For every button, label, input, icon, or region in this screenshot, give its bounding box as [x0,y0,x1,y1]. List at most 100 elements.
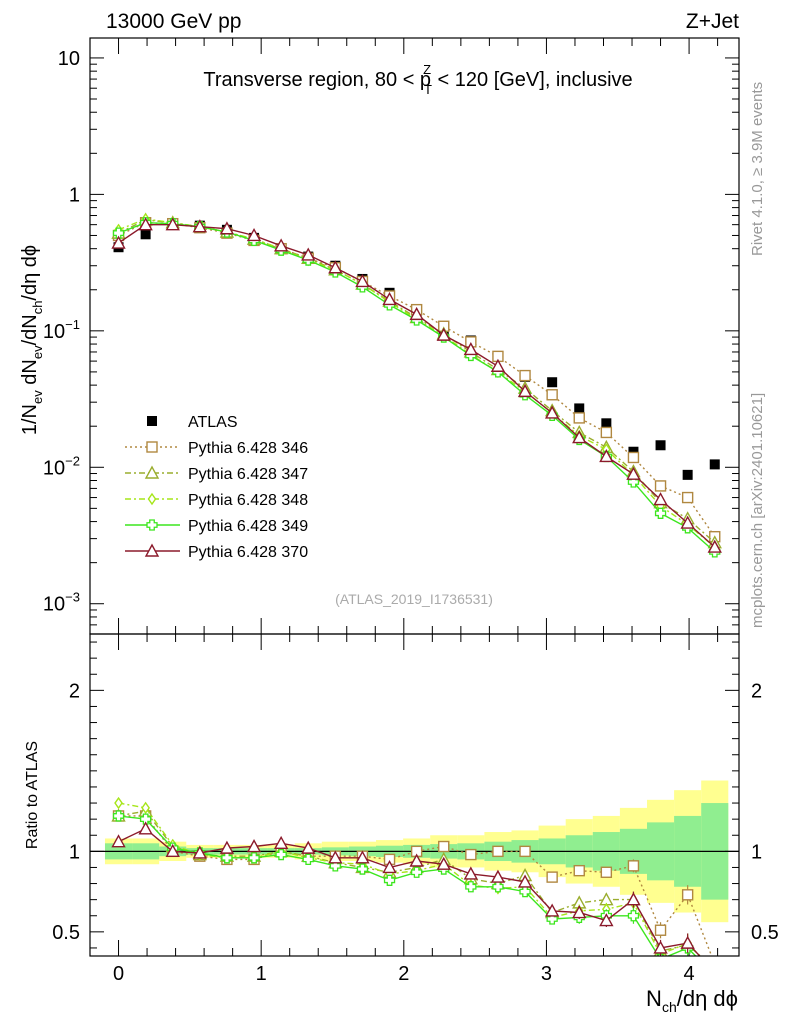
ylabel-b-sub: ev [30,345,45,359]
legend-marker [147,416,157,426]
ratio-point [654,924,667,936]
ratio-ytick-label: 2 [69,680,80,702]
ratio-point [302,853,314,866]
data-point [382,291,397,306]
legend-item: Pythia 6.428 347 [125,465,308,483]
plot-title: Transverse region, 80 < pZ T < 120 [GeV],… [203,62,632,97]
ratio-point [711,967,718,977]
ratio-point [114,796,123,810]
ratio-series-layer [111,796,720,980]
legend-label: Pythia 6.428 348 [188,492,308,509]
legend-label: ATLAS [188,414,238,431]
ratio-point [111,834,126,848]
data-point [219,221,235,235]
data-point [355,274,370,288]
data-point [165,217,180,231]
xlabel-b: /dη dϕ [677,986,738,1011]
legend-item: Pythia 6.428 349 [125,518,308,535]
ratio-point [356,863,369,875]
ratio-point [248,852,260,864]
main-ytick-exp: −1 [65,317,80,332]
ratio-point [383,874,396,886]
data-point [140,229,151,240]
ratio-point [680,935,695,949]
data-point [547,377,558,388]
series-line [118,221,716,538]
ratio-xtick-label: 3 [541,963,552,985]
ratio-point [519,845,531,858]
xlabel-a-sub: ch [662,999,677,1015]
ratio-point [112,810,125,822]
data-point [655,440,666,451]
ratio-point [463,866,479,880]
legend-marker [147,492,157,506]
data-point [519,369,531,382]
ratio-point [627,860,640,872]
ratio-frame [89,633,740,957]
data-point [707,539,722,553]
ratio-point [573,864,585,877]
ratio-ytick-label-right: 2 [751,680,762,702]
data-point [328,260,343,274]
ratio-point [436,856,451,870]
plot-title-sup: Z [423,62,431,77]
legend-label: Pythia 6.428 349 [188,518,308,535]
ratio-panel: 2 2 1 1 0.5 0.5 0 1 2 3 4 Ratio to ATLAS Nch/dη dϕ [24,633,779,1015]
main-series-layer [111,212,722,558]
ylabel-d: /dη dϕ [19,245,41,301]
ratio-point [710,959,720,969]
data-point [601,418,612,429]
ratio-point [465,881,477,893]
data-point [599,449,614,463]
data-point [600,426,613,439]
ratio-xtick-label: 0 [113,963,124,985]
main-ytick-label: 10−3 [43,590,80,616]
ratio-point [273,835,289,849]
data-point [573,412,585,424]
header-left-label: 13000 GeV pp [106,10,241,33]
rivet-version-label: Rivet 4.1.0, ≥ 3.9M events [749,82,766,256]
main-y-axis-label: 1/Nev dNev/dNch/dη dϕ [19,245,45,435]
ratio-point [626,892,641,906]
main-ytick-exp: −3 [65,590,80,605]
data-point [627,451,640,464]
ratio-xtick-label: 2 [398,963,409,985]
ratio-ytick-label-right: 1 [751,841,762,863]
ratio-point [275,848,287,861]
ylabel-a-sub: ev [30,390,45,404]
ratio-y-axis-label: Ratio to ATLAS [24,741,41,849]
ratio-point [490,869,506,883]
legend-marker [146,441,158,453]
data-point [572,430,587,444]
ratio-point [165,843,180,858]
main-ytick-exp: −2 [65,453,80,468]
data-point [138,217,153,231]
data-point [463,342,479,356]
data-point [517,383,533,398]
ylabel-c-sub: ch [30,301,45,315]
ratio-point [328,850,343,864]
main-ytick-label: 10 [58,48,80,70]
ratio-point [599,913,614,927]
data-point [544,405,560,419]
ylabel-b: dN [19,359,41,390]
legend-label: Pythia 6.428 370 [188,544,308,561]
main-ytick-label: 10−1 [43,317,80,343]
ratio-point [138,821,153,835]
ratio-point [329,860,341,872]
data-point [654,507,667,519]
ratio-point [681,889,694,901]
legend-item: Pythia 6.428 370 [125,543,308,561]
ratio-point [519,885,531,898]
legend-item: Pythia 6.428 346 [125,440,308,457]
ratio-point [221,852,233,864]
legend-item: Pythia 6.428 348 [125,492,308,509]
legend-label: Pythia 6.428 346 [188,440,308,457]
main-ytick-base: 10 [43,321,65,343]
ratio-point [355,850,370,864]
ratio-point [710,970,720,980]
legend-marker [144,465,160,479]
ratio-point [544,903,560,917]
data-point [436,327,451,341]
